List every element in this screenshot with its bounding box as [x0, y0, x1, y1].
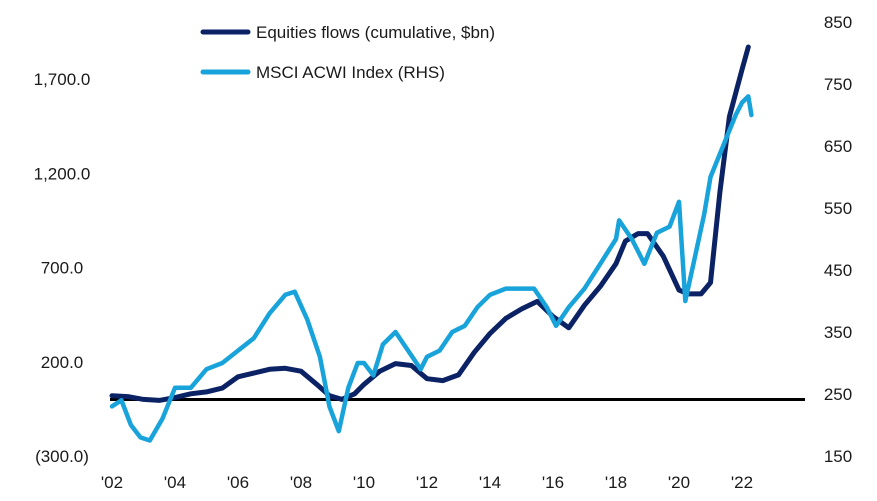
- right-tick-label: 850: [824, 13, 852, 32]
- series-layer: [109, 44, 754, 443]
- x-tick-label: '06: [227, 473, 249, 492]
- right-tick-label: 250: [824, 385, 852, 404]
- legend-label-equities-flows: Equities flows (cumulative, $bn): [256, 23, 495, 42]
- x-tick-label: '08: [290, 473, 312, 492]
- x-tick-label: '02: [101, 473, 123, 492]
- right-tick-label: 350: [824, 323, 852, 342]
- series-line-msci-acwi: [109, 94, 754, 443]
- x-tick-label: '10: [353, 473, 375, 492]
- left-tick-label: 700.0: [41, 259, 84, 278]
- right-tick-label: 550: [824, 199, 852, 218]
- right-tick-label: 150: [824, 447, 852, 466]
- right-tick-label: 450: [824, 261, 852, 280]
- series-line-equities-flows: [109, 44, 751, 403]
- x-tick-label: '14: [479, 473, 501, 492]
- x-tick-label: '22: [731, 473, 753, 492]
- x-tick-label: '12: [416, 473, 438, 492]
- left-tick-label: 1,200.0: [34, 164, 91, 183]
- x-tick-label: '16: [542, 473, 564, 492]
- left-axis-ticks: (300.0) 200.0 700.0 1,200.0 1,700.0: [34, 70, 91, 466]
- left-tick-label: 1,700.0: [34, 70, 91, 89]
- right-axis-ticks: 150 250 350 450 550 650 750 850: [824, 13, 852, 466]
- right-tick-label: 650: [824, 137, 852, 156]
- x-axis-ticks: '02 '04 '06 '08 '10 '12 '14 '16 '18 '20 '22: [101, 473, 753, 492]
- left-tick-label: 200.0: [41, 353, 84, 372]
- left-tick-label: (300.0): [35, 447, 89, 466]
- x-tick-label: '20: [668, 473, 690, 492]
- legend-label-msci-acwi: MSCI ACWI Index (RHS): [256, 63, 445, 82]
- x-tick-label: '18: [605, 473, 627, 492]
- right-tick-label: 750: [824, 75, 852, 94]
- x-tick-label: '04: [164, 473, 186, 492]
- legend: Equities flows (cumulative, $bn) MSCI AC…: [200, 23, 495, 82]
